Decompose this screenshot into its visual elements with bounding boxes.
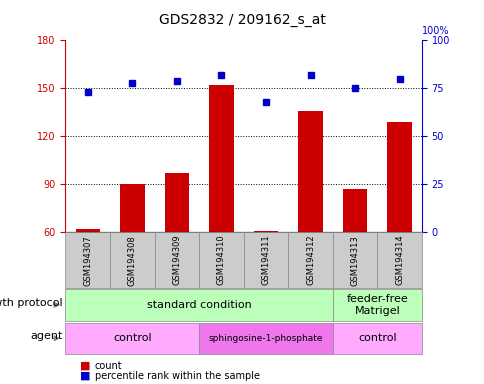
Bar (209, 85, 233, 232)
Bar (342, 189, 366, 232)
Bar (253, 231, 278, 232)
Bar (76, 229, 100, 232)
Bar (298, 111, 322, 232)
Text: 100%: 100% (421, 26, 449, 36)
Text: control: control (357, 333, 396, 343)
Text: standard condition: standard condition (147, 300, 251, 310)
Text: GSM194308: GSM194308 (128, 235, 136, 286)
Text: count: count (94, 361, 122, 371)
Text: growth protocol: growth protocol (0, 298, 63, 308)
Bar (387, 122, 411, 232)
Bar (120, 184, 144, 232)
Text: GDS2832 / 209162_s_at: GDS2832 / 209162_s_at (159, 13, 325, 27)
Bar (164, 173, 189, 232)
Text: GSM194314: GSM194314 (394, 235, 403, 285)
Text: GSM194311: GSM194311 (261, 235, 270, 285)
Text: GSM194312: GSM194312 (305, 235, 315, 285)
Text: GSM194313: GSM194313 (350, 235, 359, 286)
Text: percentile rank within the sample: percentile rank within the sample (94, 371, 259, 381)
Text: agent: agent (30, 331, 63, 341)
Text: ■: ■ (80, 371, 91, 381)
Text: sphingosine-1-phosphate: sphingosine-1-phosphate (208, 334, 322, 343)
Text: GSM194307: GSM194307 (83, 235, 92, 286)
Text: GSM194309: GSM194309 (172, 235, 181, 285)
Text: GSM194310: GSM194310 (216, 235, 226, 285)
Text: ■: ■ (80, 361, 91, 371)
Text: feeder-free
Matrigel: feeder-free Matrigel (346, 294, 408, 316)
Text: control: control (113, 333, 151, 343)
